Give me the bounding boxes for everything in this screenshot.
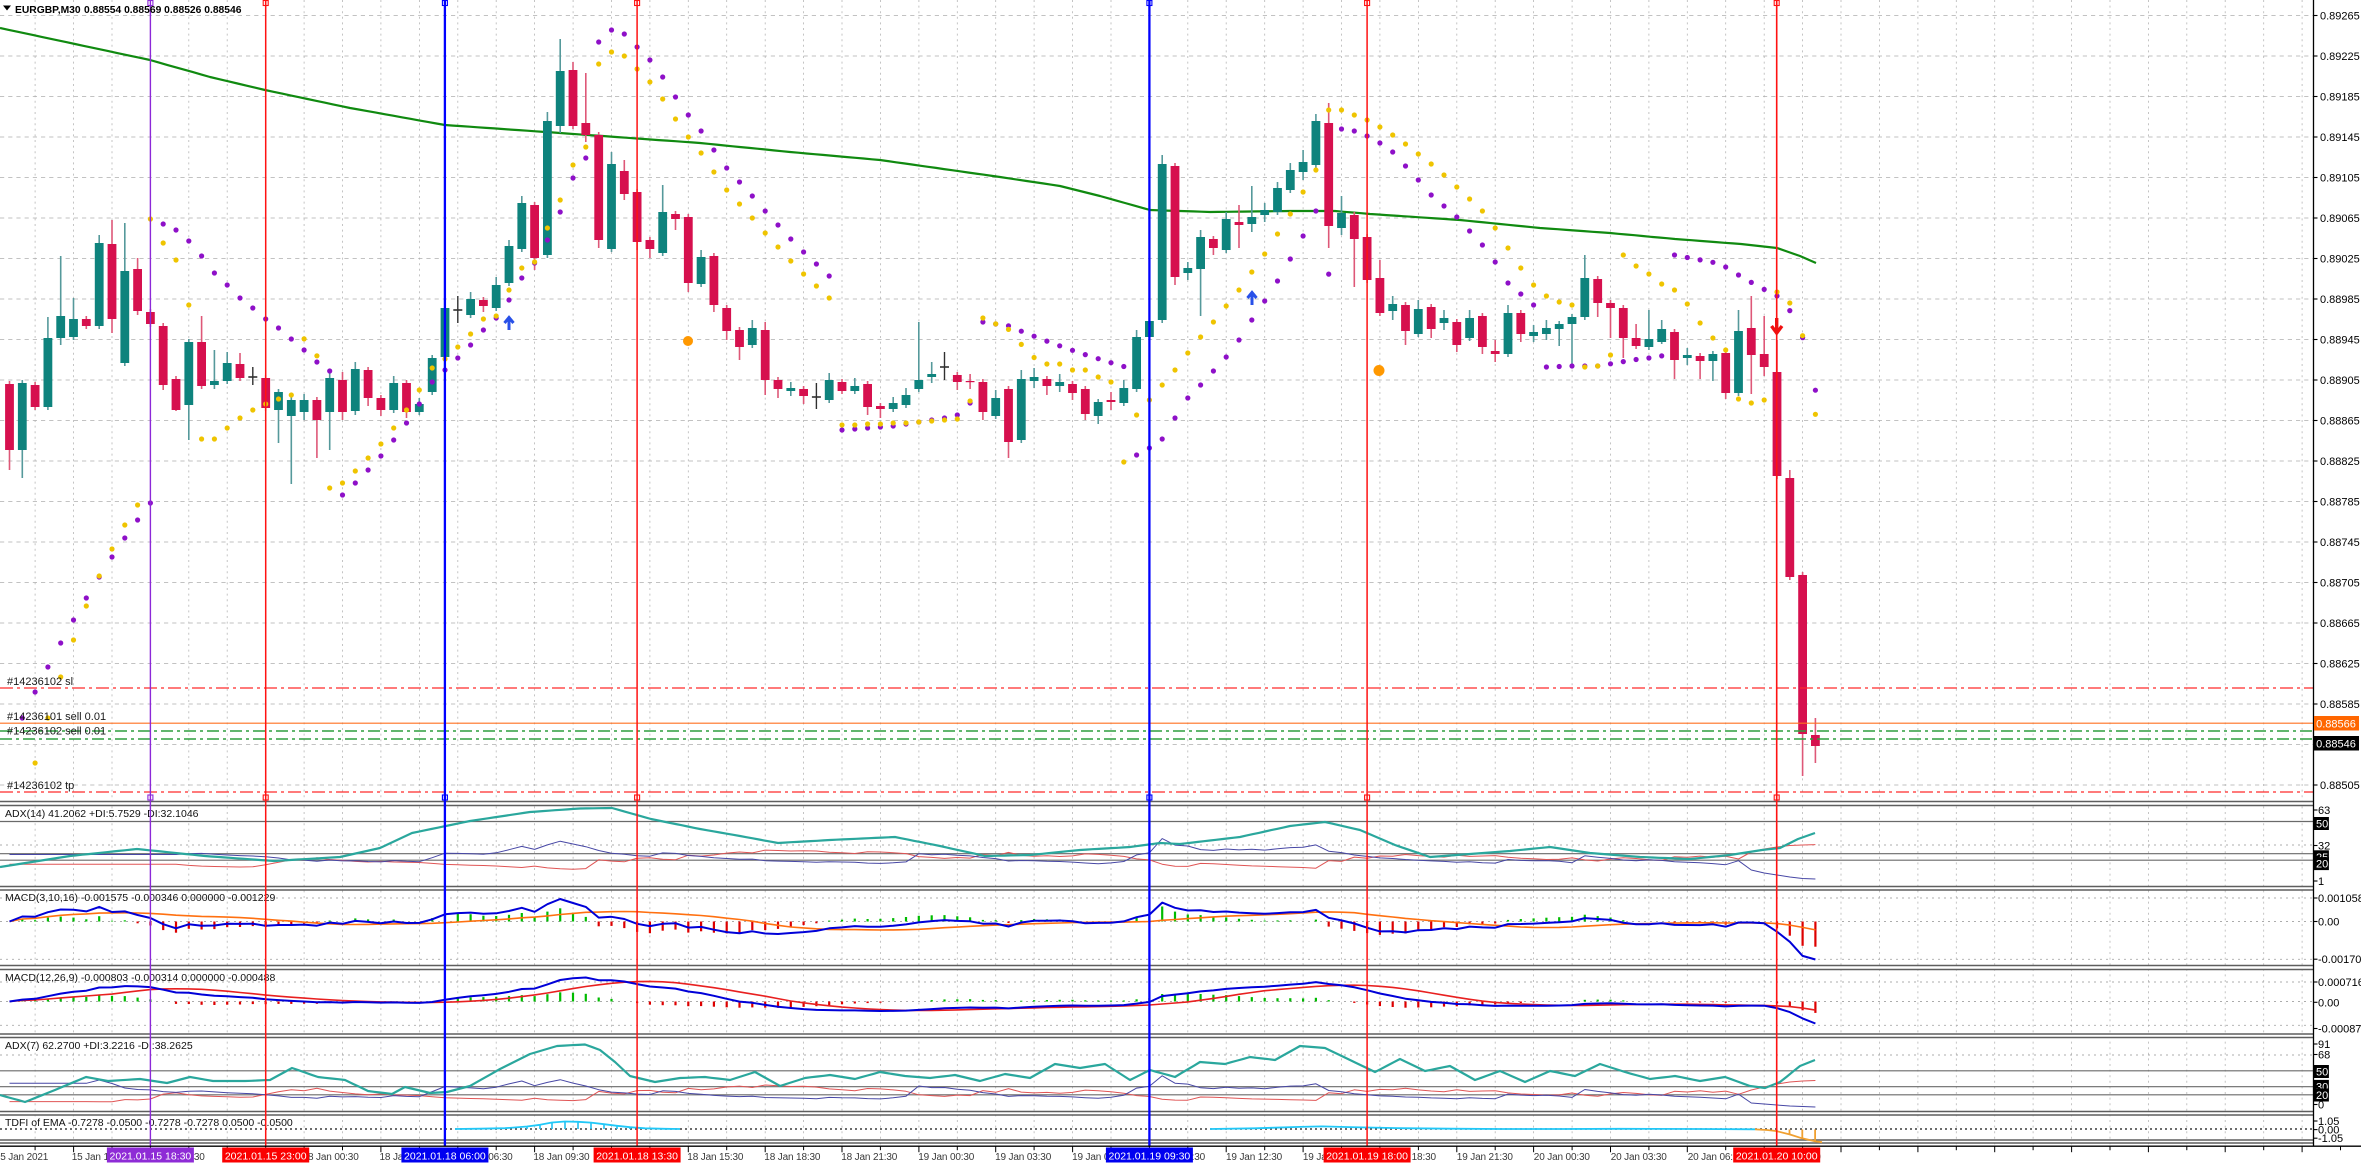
svg-text:0.88745: 0.88745: [2320, 537, 2360, 549]
svg-text:18 Jan 15:30: 18 Jan 15:30: [687, 1152, 744, 1163]
svg-text:0.00: 0.00: [2318, 917, 2339, 929]
svg-text:2021.01.18 06:00: 2021.01.18 06:00: [404, 1150, 486, 1162]
svg-text:18 Jan 00:30: 18 Jan 00:30: [303, 1152, 360, 1163]
svg-text:18 Jan 21:30: 18 Jan 21:30: [841, 1152, 898, 1163]
svg-text:63: 63: [2318, 805, 2330, 817]
svg-text:0.88665: 0.88665: [2320, 618, 2360, 630]
svg-text:MACD(12,26,9) -0.000803 -0.000: MACD(12,26,9) -0.000803 -0.000314 0.0000…: [5, 972, 275, 984]
svg-text:20 Jan 03:30: 20 Jan 03:30: [1611, 1152, 1668, 1163]
svg-text:-0.001701: -0.001701: [2318, 954, 2361, 966]
svg-text:2021.01.15 18:30: 2021.01.15 18:30: [110, 1150, 192, 1162]
svg-text:#14236102 sl: #14236102 sl: [7, 676, 73, 688]
svg-text:0.89225: 0.89225: [2320, 51, 2360, 63]
svg-text:0.89265: 0.89265: [2320, 11, 2360, 23]
svg-text:2021.01.15 23:00: 2021.01.15 23:00: [225, 1150, 307, 1162]
svg-text:#14236101 sell 0.01: #14236101 sell 0.01: [7, 711, 106, 723]
svg-text:0.88785: 0.88785: [2320, 497, 2360, 509]
svg-text:-0.000875: -0.000875: [2318, 1024, 2361, 1036]
svg-text:0.88546: 0.88546: [2316, 738, 2356, 750]
svg-text:0.89105: 0.89105: [2320, 173, 2360, 185]
svg-text:50: 50: [2316, 1067, 2328, 1079]
svg-text:20: 20: [2316, 1090, 2328, 1102]
svg-text:0.001058: 0.001058: [2318, 893, 2361, 905]
svg-text:19 Jan 12:30: 19 Jan 12:30: [1226, 1152, 1283, 1163]
svg-text:0.89145: 0.89145: [2320, 132, 2360, 144]
svg-text:0.88625: 0.88625: [2320, 659, 2360, 671]
svg-text:19 Jan 03:30: 19 Jan 03:30: [995, 1152, 1052, 1163]
svg-text:0.88585: 0.88585: [2320, 699, 2360, 711]
svg-text:2021.01.18 13:30: 2021.01.18 13:30: [596, 1150, 678, 1162]
svg-text:91: 91: [2318, 1039, 2330, 1051]
svg-text:-1.05: -1.05: [2318, 1133, 2343, 1145]
svg-text:0.89025: 0.89025: [2320, 254, 2360, 266]
svg-text:0.88505: 0.88505: [2320, 780, 2360, 792]
svg-text:MACD(3,10,16) -0.001575 -0.000: MACD(3,10,16) -0.001575 -0.000346 0.0000…: [5, 892, 275, 904]
svg-text:TDFI of EMA -0.7278 -0.0500 -0: TDFI of EMA -0.7278 -0.0500 -0.7278 -0.7…: [5, 1117, 293, 1129]
svg-text:2021.01.19 18:00: 2021.01.19 18:00: [1326, 1150, 1408, 1162]
svg-text:20: 20: [2316, 859, 2328, 871]
svg-text:19 Jan 06:30: 19 Jan 06:30: [1072, 1152, 1129, 1163]
svg-text:1: 1: [2318, 876, 2324, 888]
svg-text:EURGBP,M30: EURGBP,M30: [15, 5, 81, 16]
svg-text:0.89185: 0.89185: [2320, 92, 2360, 104]
svg-text:0.000716: 0.000716: [2318, 977, 2361, 989]
svg-text:0.88705: 0.88705: [2320, 578, 2360, 590]
svg-text:0.88554 0.88569 0.88526 0.8854: 0.88554 0.88569 0.88526 0.88546: [84, 5, 242, 16]
svg-text:1.05: 1.05: [2318, 1116, 2339, 1128]
svg-text:18 Jan 18:30: 18 Jan 18:30: [764, 1152, 821, 1163]
svg-text:18 Jan 09:30: 18 Jan 09:30: [533, 1152, 590, 1163]
svg-text:68: 68: [2318, 1050, 2330, 1062]
svg-text:ADX(14) 41.2062 +DI:5.7529 -DI: ADX(14) 41.2062 +DI:5.7529 -DI:32.1046: [5, 808, 199, 820]
svg-text:0.88566: 0.88566: [2316, 718, 2356, 730]
svg-text:0.00: 0.00: [2318, 1125, 2339, 1137]
svg-text:19 Jan 00:30: 19 Jan 00:30: [918, 1152, 975, 1163]
svg-text:#14236102 tp: #14236102 tp: [7, 780, 74, 792]
svg-text:#14236102 sell 0.01: #14236102 sell 0.01: [7, 726, 106, 738]
svg-text:0.88825: 0.88825: [2320, 456, 2360, 468]
svg-text:15 Jan 2021: 15 Jan 2021: [0, 1152, 49, 1163]
svg-text:20 Jan 00:30: 20 Jan 00:30: [1534, 1152, 1591, 1163]
svg-text:ADX(7) 62.2700 +DI:3.2216 -DI:: ADX(7) 62.2700 +DI:3.2216 -DI:38.2625: [5, 1040, 193, 1052]
svg-text:0.88905: 0.88905: [2320, 375, 2360, 387]
svg-text:15 Jan 15:30: 15 Jan 15:30: [72, 1152, 129, 1163]
svg-text:20 Jan 06:30: 20 Jan 06:30: [1688, 1152, 1745, 1163]
svg-text:2021.01.19 09:30: 2021.01.19 09:30: [1109, 1150, 1191, 1162]
svg-text:0: 0: [2318, 1100, 2324, 1112]
svg-text:0.88985: 0.88985: [2320, 294, 2360, 306]
svg-text:0.88945: 0.88945: [2320, 335, 2360, 347]
svg-text:19 Jan 21:30: 19 Jan 21:30: [1457, 1152, 1514, 1163]
svg-text:50: 50: [2316, 819, 2328, 831]
svg-text:2021.01.20 10:00: 2021.01.20 10:00: [1736, 1150, 1818, 1162]
svg-text:32: 32: [2318, 841, 2330, 853]
svg-text:0.88865: 0.88865: [2320, 416, 2360, 428]
svg-text:0.89065: 0.89065: [2320, 213, 2360, 225]
svg-text:0.00: 0.00: [2318, 997, 2339, 1009]
